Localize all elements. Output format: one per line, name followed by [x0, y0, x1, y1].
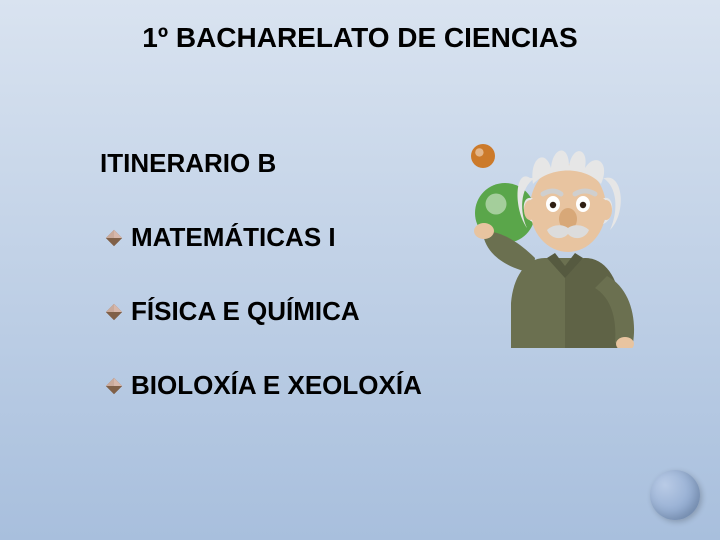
einstein-illustration	[435, 118, 660, 348]
list-item: BIOLOXÍA E XEOLOXÍA	[105, 370, 422, 401]
corner-ball-icon	[650, 470, 700, 520]
list-item-label: BIOLOXÍA E XEOLOXÍA	[131, 370, 422, 401]
slide: 1º BACHARELATO DE CIENCIAS ITINERARIO B	[0, 0, 720, 540]
page-title: 1º BACHARELATO DE CIENCIAS	[0, 20, 720, 55]
list-item: FÍSICA E QUÍMICA	[105, 296, 360, 327]
subtitle: ITINERARIO B	[100, 148, 276, 179]
list-item-label: FÍSICA E QUÍMICA	[131, 296, 360, 327]
list-item-label: MATEMÁTICAS I	[131, 222, 336, 253]
list-item: MATEMÁTICAS I	[105, 222, 336, 253]
